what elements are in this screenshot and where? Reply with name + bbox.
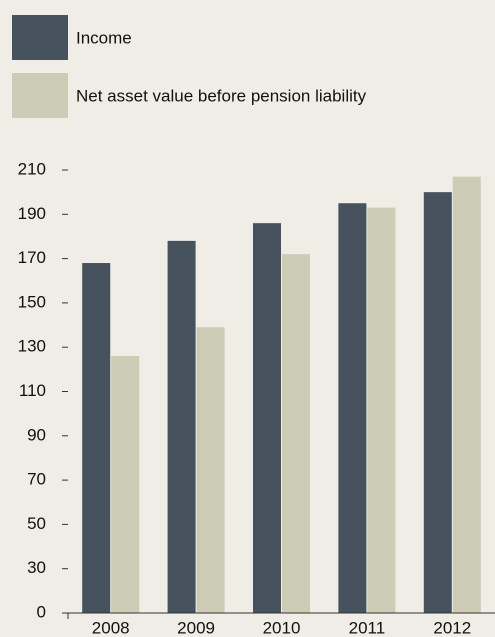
- bar: [452, 176, 481, 613]
- y-tick-label: 150: [18, 292, 46, 311]
- legend-swatch: [12, 73, 68, 118]
- y-tick-label: 190: [18, 204, 46, 223]
- x-tick-label: 2012: [433, 618, 471, 637]
- bar: [196, 327, 225, 613]
- legend-swatch: [12, 15, 68, 60]
- y-tick-label: 170: [18, 248, 46, 267]
- legend-label: Net asset value before pension liability: [76, 86, 367, 105]
- bar: [253, 223, 281, 613]
- y-tick-label: 90: [27, 425, 46, 444]
- x-tick-label: 2008: [92, 618, 130, 637]
- bar: [367, 207, 396, 613]
- bar: [167, 240, 196, 613]
- y-tick-label: 130: [18, 337, 46, 356]
- bar: [82, 263, 111, 613]
- y-tick-label: 50: [27, 514, 46, 533]
- y-tick-label: 0: [37, 602, 46, 621]
- x-tick-label: 2011: [349, 618, 386, 637]
- legend-label: Income: [76, 28, 132, 47]
- bar: [423, 192, 452, 613]
- bar: [338, 203, 367, 613]
- bar: [111, 356, 140, 613]
- y-tick-label: 210: [18, 159, 46, 178]
- bar: [282, 254, 310, 614]
- y-tick-label: 70: [27, 470, 46, 489]
- y-tick-label: 110: [19, 381, 46, 400]
- x-tick-label: 2009: [177, 618, 215, 637]
- y-tick-label: 30: [27, 558, 46, 577]
- x-tick-label: 2010: [263, 618, 301, 637]
